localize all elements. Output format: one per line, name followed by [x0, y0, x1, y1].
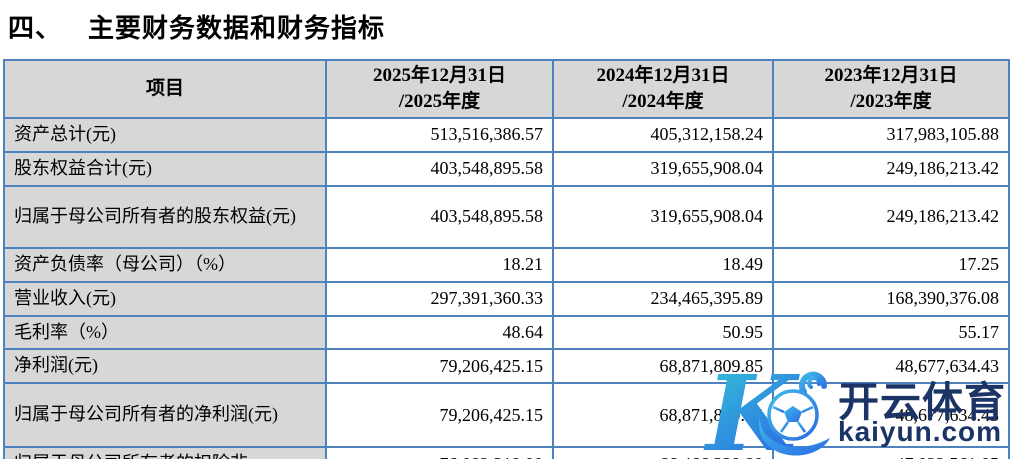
document-page: 四、 主要财务数据和财务指标 项目 2025年12月31日 /2025年度 20…: [0, 8, 1011, 459]
row-value: 68,871,809.85: [552, 348, 774, 385]
row-label: 营业收入(元): [3, 280, 327, 317]
table-header-row: 项目 2025年12月31日 /2025年度 2024年12月31日 /2024…: [3, 59, 1010, 119]
row-value: 317,983,105.88: [772, 117, 1010, 153]
row-label: 毛利率（%）: [3, 314, 327, 351]
header-period-2023: 2023年12月31日 /2023年度: [772, 59, 1010, 119]
row-value: 319,655,908.04: [552, 150, 774, 187]
row-label: 净利润(元): [3, 348, 327, 385]
row-value: 168,390,376.08: [772, 280, 1010, 317]
row-value: 297,391,360.33: [325, 280, 554, 317]
row-value: 18.21: [325, 246, 554, 283]
header-period-2024: 2024年12月31日 /2024年度: [552, 59, 774, 119]
header-period-2025: 2025年12月31日 /2025年度: [325, 59, 554, 119]
row-value: 249,186,213.42: [772, 184, 1010, 249]
row-value: 48,677,634.43: [772, 382, 1010, 449]
row-value: 55.17: [772, 314, 1010, 351]
row-value: 403,548,895.58: [325, 184, 554, 249]
row-value: 234,465,395.89: [552, 280, 774, 317]
table-row: 资产总计(元) 513,516,386.57 405,312,158.24 31…: [3, 117, 1010, 153]
row-value: 513,516,386.57: [325, 117, 554, 153]
row-value: 47,022,561.05: [772, 446, 1010, 459]
financial-data-table: 项目 2025年12月31日 /2025年度 2024年12月31日 /2024…: [3, 59, 1010, 459]
row-value: 17.25: [772, 246, 1010, 283]
row-value: 50.95: [552, 314, 774, 351]
row-value: 18.49: [552, 246, 774, 283]
row-value: 79,206,425.15: [325, 382, 554, 449]
row-value: 405,312,158.24: [552, 117, 774, 153]
row-value: 249,186,213.42: [772, 150, 1010, 187]
row-value: 79,206,425.15: [325, 348, 554, 385]
row-value: 76,082,319.00: [325, 446, 554, 459]
row-label: 归属于母公司所有者的股东权益(元): [3, 184, 327, 249]
row-label: 资产总计(元): [3, 117, 327, 153]
row-value: 403,548,895.58: [325, 150, 554, 187]
table-row: 资产负债率（母公司）（%） 18.21 18.49 17.25: [3, 246, 1010, 283]
table-row: 毛利率（%） 48.64 50.95 55.17: [3, 314, 1010, 351]
row-value: 66,466,329.80: [552, 446, 774, 459]
table-row: 归属于母公司所有者的股东权益(元) 403,548,895.58 319,655…: [3, 184, 1010, 249]
row-label: 股东权益合计(元): [3, 150, 327, 187]
table-row: 归属于母公司所有者的净利润(元) 79,206,425.15 68,871,80…: [3, 382, 1010, 449]
header-item: 项目: [3, 59, 327, 119]
table-row: 净利润(元) 79,206,425.15 68,871,809.85 48,67…: [3, 348, 1010, 385]
row-value: 319,655,908.04: [552, 184, 774, 249]
section-number: 四、: [8, 14, 63, 43]
row-value: 68,871,809.85: [552, 382, 774, 449]
table-row: 营业收入(元) 297,391,360.33 234,465,395.89 16…: [3, 280, 1010, 317]
section-title: 四、 主要财务数据和财务指标: [8, 8, 1011, 45]
row-value: 48,677,634.43: [772, 348, 1010, 385]
row-value: 48.64: [325, 314, 554, 351]
row-label: 归属于母公司所有者的扣除非: [3, 446, 327, 459]
table-row: 归属于母公司所有者的扣除非 76,082,319.00 66,466,329.8…: [3, 446, 1010, 459]
row-label: 资产负债率（母公司）（%）: [3, 246, 327, 283]
row-label: 归属于母公司所有者的净利润(元): [3, 382, 327, 449]
section-title-text: 主要财务数据和财务指标: [88, 14, 386, 43]
table-row: 股东权益合计(元) 403,548,895.58 319,655,908.04 …: [3, 150, 1010, 187]
